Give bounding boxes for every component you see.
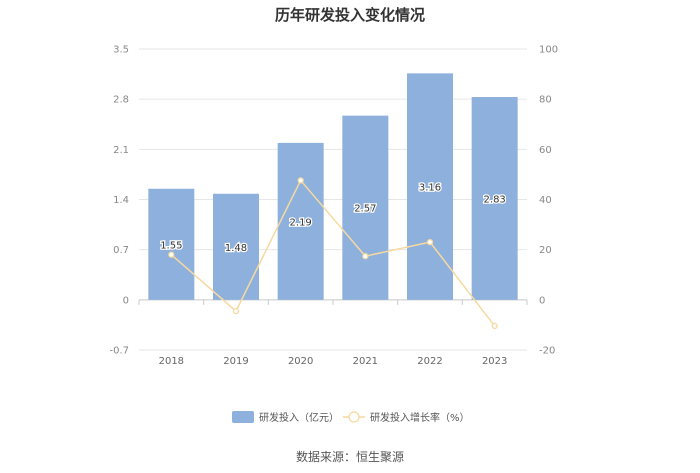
data-source-note: 数据来源：恒生聚源 xyxy=(295,450,404,464)
y-right-tick-label: 80 xyxy=(539,95,552,106)
bar-value-label: 2.83 xyxy=(484,194,506,205)
x-tick-label: 2021 xyxy=(353,356,378,367)
y-left-tick-label: 0 xyxy=(123,295,129,306)
legend-label-line: 研发投入增长率（%） xyxy=(370,411,470,424)
y-right-tick-label: 100 xyxy=(539,45,558,56)
x-tick-label: 2019 xyxy=(223,356,248,367)
bar-value-label: 2.19 xyxy=(290,217,312,228)
y-left-tick-label: 2.1 xyxy=(113,145,129,156)
x-tick-label: 2020 xyxy=(288,356,313,367)
bar xyxy=(471,97,518,300)
y-left-tick-label: 1.4 xyxy=(113,195,129,206)
legend-swatch-line-marker xyxy=(348,411,360,423)
growth-rate-point xyxy=(491,322,498,330)
growth-rate-point xyxy=(232,307,240,315)
x-tick-label: 2023 xyxy=(482,356,507,367)
chart-title: 历年研发投入变化情况 xyxy=(274,6,425,24)
y-right-tick-label: 40 xyxy=(539,195,552,206)
growth-rate-point xyxy=(362,253,369,260)
bar xyxy=(277,142,324,300)
y-right-tick-label: 60 xyxy=(539,145,552,156)
y-right-tick-label: 0 xyxy=(539,295,545,306)
y-left-tick-label: 2.8 xyxy=(113,95,129,106)
y-left-tick-label: 3.5 xyxy=(113,45,129,56)
bar-value-label: 2.57 xyxy=(354,204,376,215)
y-right-tick-label: 20 xyxy=(539,245,552,256)
bar-value-label: 3.16 xyxy=(419,183,441,194)
y-right-tick-label: -20 xyxy=(539,346,555,357)
x-tick-label: 2018 xyxy=(159,356,184,367)
bar xyxy=(342,115,389,300)
growth-rate-point xyxy=(168,251,175,258)
bar-value-label: 1.55 xyxy=(160,240,182,251)
bar xyxy=(213,193,259,300)
growth-rate-point xyxy=(297,177,304,184)
y-left-tick-label: 0.7 xyxy=(113,245,129,256)
legend-label-bar: 研发投入（亿元） xyxy=(259,411,339,424)
growth-rate-point xyxy=(426,238,434,246)
y-left-tick-label: -0.7 xyxy=(109,346,129,357)
bar xyxy=(148,188,195,300)
legend-swatch-bar xyxy=(232,411,254,423)
x-tick-label: 2022 xyxy=(417,356,442,367)
growth-rate-line xyxy=(170,179,496,327)
bar-value-label: 1.48 xyxy=(225,243,247,254)
